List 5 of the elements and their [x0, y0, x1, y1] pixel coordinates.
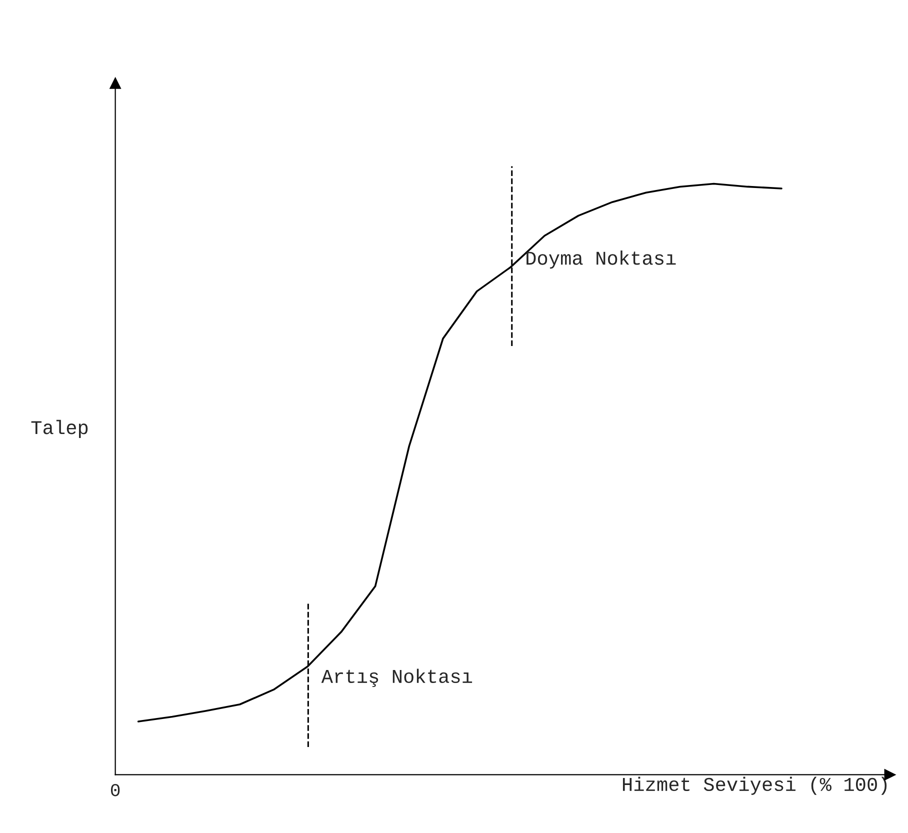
- x-axis-title: Hizmet Seviyesi (% 100): [622, 776, 887, 795]
- annotation: Artış Noktası: [321, 668, 472, 688]
- annotation: Doyma Noktası: [526, 250, 676, 269]
- text: 0: [110, 784, 120, 796]
- y-axis-title: Talep: [31, 420, 88, 438]
